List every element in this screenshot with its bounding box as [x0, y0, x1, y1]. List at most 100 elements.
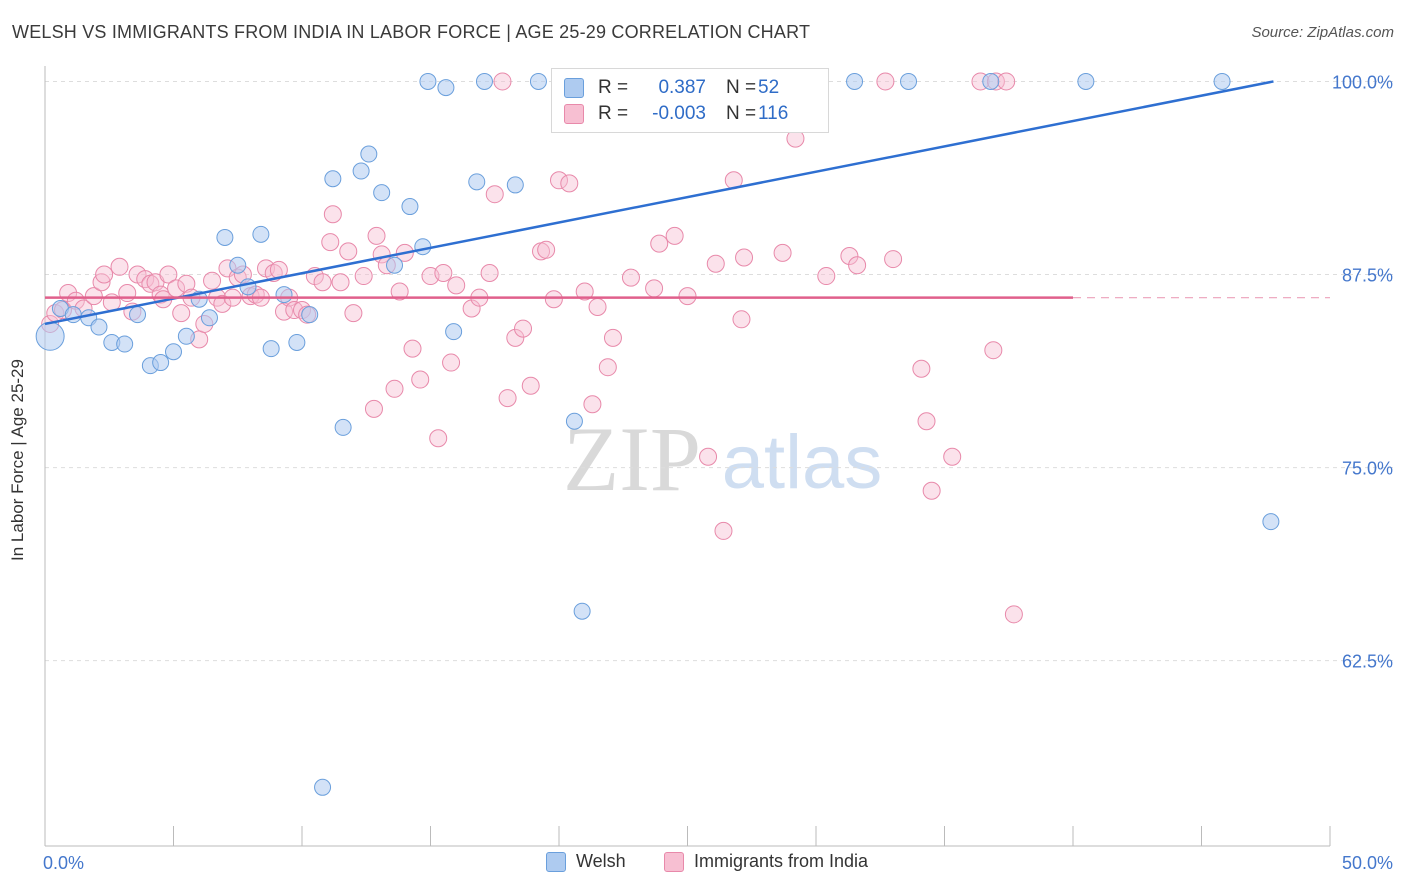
legend-row-welsh: R = 0.387 N = 52 [564, 76, 779, 100]
india-point [997, 72, 1016, 91]
india-point [447, 276, 466, 295]
india-point [645, 279, 664, 298]
welsh-point [177, 327, 195, 345]
india-point [480, 263, 499, 282]
india-point [848, 256, 867, 275]
welsh-point [152, 354, 170, 372]
india-point [434, 263, 453, 282]
india-point [177, 274, 196, 293]
y-axis-label: In Labor Force | Age 25-29 [8, 359, 27, 561]
welsh-point [301, 306, 319, 324]
india-point [665, 226, 684, 245]
india-point [884, 250, 903, 269]
india-point [521, 376, 540, 395]
welsh-point [1213, 72, 1231, 90]
india-point [110, 257, 129, 276]
y-tick-label: 75.0% [1342, 459, 1393, 479]
india-point [732, 310, 751, 329]
welsh-point [324, 170, 342, 188]
welsh-point [386, 256, 404, 274]
india-point [735, 248, 754, 267]
india-point [773, 243, 792, 262]
india-point [598, 358, 617, 377]
legend-label-india: Immigrants from India [694, 851, 869, 871]
india-point [621, 268, 640, 287]
legend-n-label: N = [726, 77, 757, 98]
india-point [118, 284, 137, 303]
india-point [840, 246, 859, 265]
india-point [514, 319, 533, 338]
legend-n-value: 52 [758, 77, 780, 98]
x-tick-label: 50.0% [1342, 853, 1393, 873]
india-point [817, 267, 836, 286]
india-swatch [664, 851, 684, 872]
welsh-point [373, 184, 391, 202]
india-point [537, 240, 556, 259]
legend-r-label: R = [598, 103, 629, 124]
welsh-point [275, 286, 293, 304]
india-point [159, 265, 178, 284]
welsh-point [262, 340, 280, 358]
welsh-point [90, 318, 108, 336]
gridlines [45, 80, 1395, 662]
india-point [385, 379, 404, 398]
india-point [403, 339, 422, 358]
india-point [95, 265, 114, 284]
watermark: ZIP atlas [563, 408, 882, 510]
india-point [943, 447, 962, 466]
india-point [498, 389, 517, 408]
legend-r-value: 0.387 [658, 77, 706, 98]
welsh-point [165, 343, 182, 361]
welsh-point [982, 72, 1000, 90]
welsh-point [216, 228, 234, 246]
india-point [603, 328, 622, 347]
legend-r-label: R = [598, 77, 629, 98]
india-point [588, 297, 607, 316]
india-point [344, 304, 363, 323]
welsh-point [1262, 513, 1280, 531]
india-point [102, 293, 121, 312]
india-point [429, 429, 448, 448]
welsh-point [314, 778, 332, 796]
india-point [1004, 605, 1023, 624]
india-point [706, 254, 725, 273]
legend-item-india: Immigrants from India [664, 851, 868, 872]
welsh-point [565, 412, 583, 430]
india-point [917, 412, 936, 431]
welsh-point [573, 602, 591, 620]
india-point [84, 287, 103, 306]
welsh-point [116, 335, 134, 353]
welsh-point [1077, 72, 1095, 90]
welsh-trend-line [44, 80, 1274, 326]
trend-lines [44, 80, 1330, 326]
chart-title: WELSH VS IMMIGRANTS FROM INDIA IN LABOR … [12, 22, 811, 42]
india-point [321, 233, 340, 252]
welsh-point [35, 321, 65, 351]
india-point [544, 290, 563, 309]
welsh-point [360, 145, 378, 163]
legend-item-welsh: Welsh [546, 851, 626, 872]
india-point [213, 294, 232, 313]
welsh-point [475, 72, 493, 90]
welsh-point [529, 72, 547, 90]
india-point [339, 242, 358, 261]
y-tick-label: 100.0% [1332, 72, 1393, 92]
welsh-swatch [546, 851, 566, 872]
india-point [583, 395, 602, 414]
india-point [560, 174, 579, 193]
welsh-point [334, 418, 352, 436]
series-legend: Welsh Immigrants from India [0, 851, 1406, 879]
legend-n-label: N = [726, 103, 757, 124]
axes [44, 66, 1331, 847]
india-point [984, 341, 1003, 360]
welsh-point [352, 162, 370, 180]
legend-r-value: -0.003 [652, 103, 706, 124]
x-tick-label: 0.0% [43, 853, 84, 873]
india-point [678, 287, 697, 306]
y-tick-label: 87.5% [1342, 266, 1393, 286]
legend-n-value: 116 [758, 103, 789, 124]
legend-row-india: R = -0.003 N = 116 [564, 102, 788, 126]
india-point [313, 273, 332, 292]
welsh-point [239, 278, 257, 296]
